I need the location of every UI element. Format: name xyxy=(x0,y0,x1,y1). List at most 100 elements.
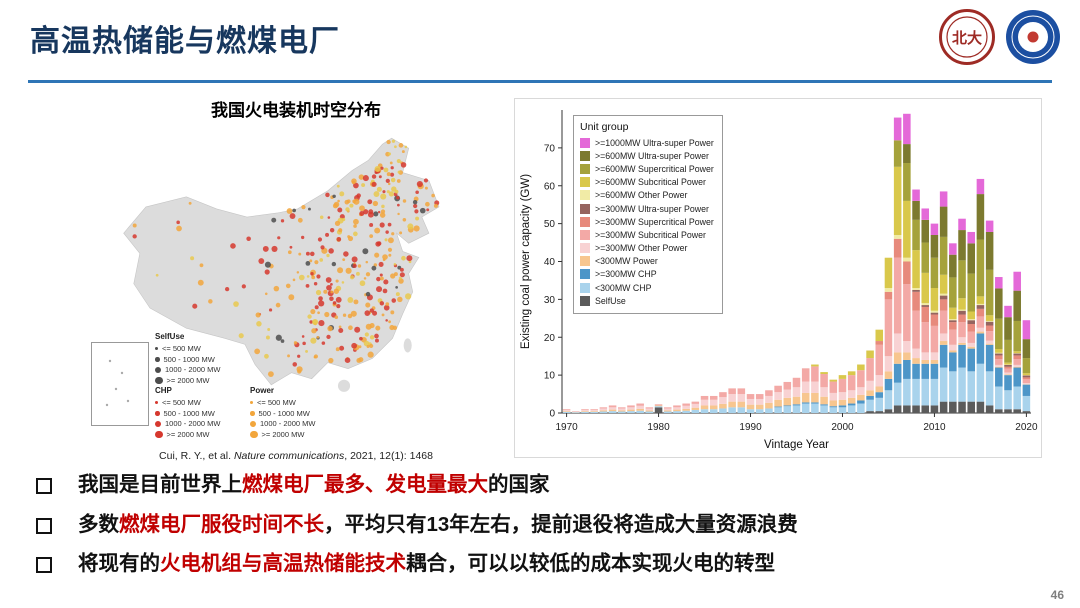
svg-text:30: 30 xyxy=(544,295,556,306)
bullet-square-icon xyxy=(36,478,52,494)
map-legend-row: 1000 - 2000 MW xyxy=(155,419,220,430)
chart-legend-title: Unit group xyxy=(580,121,629,133)
legend-item: >=300MW Ultra-super Power xyxy=(580,202,714,215)
map-legend-dot-icon xyxy=(155,376,163,385)
map-legend-row: 1000 - 2000 MW xyxy=(155,365,220,376)
title-underline xyxy=(28,80,1052,83)
svg-text:Vintage Year: Vintage Year xyxy=(764,439,829,451)
legend-item: >=600MW Other Power xyxy=(580,189,714,202)
chart-panel: 0 10 20 30 40 50 60 70 1970 1980 1990 2000 2010 2020 V… xyxy=(514,98,1042,458)
highlighted-text: 燃煤电厂最多、发电量最大 xyxy=(242,473,488,496)
university-logos: 北大 xyxy=(938,8,1062,66)
legend-swatch xyxy=(580,243,590,254)
bar-2001 xyxy=(847,371,856,413)
map-title: 我国火电装机时空分布 xyxy=(211,101,381,120)
svg-text:1970: 1970 xyxy=(555,422,578,433)
map-legend-size-label: <= 500 MW xyxy=(257,398,296,408)
bar-1974 xyxy=(599,407,608,413)
normal-text: 的国家 xyxy=(488,473,550,496)
bar-1977 xyxy=(627,405,635,413)
bar-1971 xyxy=(572,411,580,413)
map-legend-row: <= 500 MW xyxy=(155,344,220,355)
highlighted-text: 火电机组与高温热储能技术 xyxy=(160,552,406,576)
bar-2000 xyxy=(838,375,847,413)
bar-2007 xyxy=(903,113,911,413)
bar-1992 xyxy=(765,390,773,413)
map-legend-chp: CHP <= 500 MW 500 - 1000 MW 1000 - 2000 MW… xyxy=(155,386,220,440)
legend-swatch xyxy=(580,256,590,267)
legend-label: <300MW Power xyxy=(595,256,658,267)
legend-label: >=1000MW Ultra-super Power xyxy=(595,137,714,148)
bullet-text: 将现有的火电机组与高温热储能技术耦合，可以以较低的成本实现火电的转型 xyxy=(78,551,775,578)
bullet-row: 将现有的火电机组与高温热储能技术耦合，可以以较低的成本实现火电的转型 xyxy=(36,551,1052,578)
svg-text:50: 50 xyxy=(544,219,556,230)
map-legend-row: 500 - 1000 MW xyxy=(155,408,220,419)
normal-text: 将现有的 xyxy=(78,552,160,576)
bar-1972 xyxy=(581,409,589,413)
map-legend-dot-icon xyxy=(250,430,258,439)
svg-text:20: 20 xyxy=(544,333,556,344)
map-legend-dot-icon xyxy=(250,420,256,427)
citation-journal: Nature communications xyxy=(233,450,345,462)
svg-text:1990: 1990 xyxy=(739,422,762,433)
map-legend-size-label: 500 - 1000 MW xyxy=(258,408,310,418)
bar-2012 xyxy=(949,243,957,413)
legend-swatch xyxy=(580,282,590,293)
map-citation: Cui, R. Y., et al. Nature communications… xyxy=(85,450,507,462)
map-legend-selfuse-title: SelfUse xyxy=(155,332,185,341)
map-legend-dot-icon xyxy=(250,411,255,416)
legend-swatch xyxy=(580,177,590,188)
legend-label: >=300MW Ultra-super Power xyxy=(595,203,709,214)
power-plant-dots xyxy=(132,139,440,378)
legend-label: >=300MW Supercritical Power xyxy=(595,216,714,227)
bar-1983 xyxy=(682,403,690,413)
map-legend-dot-icon xyxy=(155,401,158,405)
bar-1980 xyxy=(654,404,663,413)
bar-1996 xyxy=(801,368,810,413)
bar-2019 xyxy=(1013,271,1021,413)
bar-1990 xyxy=(746,394,755,413)
legend-swatch xyxy=(580,137,590,148)
bar-1981 xyxy=(663,407,672,413)
legend-label: >=300MW Subcritical Power xyxy=(595,229,706,240)
bar-1973 xyxy=(590,409,598,413)
map-legend-row: <= 500 MW xyxy=(155,398,220,409)
bar-2002 xyxy=(857,364,865,413)
bar-1989 xyxy=(737,388,746,413)
bar-2014 xyxy=(967,231,975,413)
bar-1994 xyxy=(783,381,792,413)
map-legend-size-label: >= 2000 MW xyxy=(166,375,210,385)
map-panel: 我国火电装机时空分布 SelfUse <= 500 MW 500 - 1000 M… xyxy=(85,90,507,462)
bar-2008 xyxy=(912,189,920,413)
map-legend-size-label: <= 500 MW xyxy=(162,344,201,354)
svg-text:2010: 2010 xyxy=(923,422,946,433)
map-legend-size-label: 500 - 1000 MW xyxy=(163,354,215,364)
map-legend-row: >= 2000 MW xyxy=(250,429,315,440)
svg-text:40: 40 xyxy=(544,257,556,268)
legend-item: >=300MW CHP xyxy=(580,268,714,281)
bar-1991 xyxy=(755,394,764,413)
legend-label: >=600MW Other Power xyxy=(595,190,688,201)
hust-emblem-icon xyxy=(1006,10,1060,64)
bullet-row: 多数燃煤电厂服役时间不长，平均只有13年左右，提前退役将造成大量资源浪费 xyxy=(36,512,1052,539)
bar-1999 xyxy=(829,379,838,413)
bar-1978 xyxy=(636,403,644,413)
legend-item: >=300MW Other Power xyxy=(580,242,714,255)
bar-1976 xyxy=(618,407,626,413)
map-legend-dot-icon xyxy=(155,411,160,416)
bullet-text: 我国是目前世界上燃煤电厂最多、发电量最大的国家 xyxy=(78,472,550,499)
map-legend-dot-icon xyxy=(155,420,161,427)
legend-label: <300MW CHP xyxy=(595,282,652,293)
bar-2016 xyxy=(985,220,994,413)
bar-2017 xyxy=(995,277,1003,413)
map-legend-chp-title: CHP xyxy=(155,386,172,395)
bar-2020 xyxy=(1022,320,1031,413)
bullet-square-icon xyxy=(36,557,52,574)
map-legend-row: 500 - 1000 MW xyxy=(155,354,220,365)
stacked-bar-chart: 0 10 20 30 40 50 60 70 1970 1980 1990 2000 2010 2020 V… xyxy=(520,110,1038,451)
legend-label: >=300MW Other Power xyxy=(595,243,688,254)
map-legend-dot-icon xyxy=(155,430,163,439)
bar-2011 xyxy=(939,191,948,413)
bar-1970 xyxy=(562,409,571,413)
normal-text: 我国是目前世界上 xyxy=(78,473,242,496)
